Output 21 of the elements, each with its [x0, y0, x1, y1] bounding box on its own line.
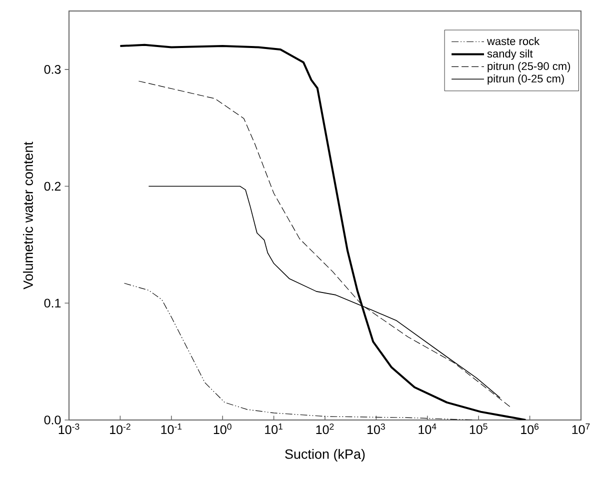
x-tick-label: 10$^{2}$: [316, 424, 334, 434]
y-axis-title: Volumetric water content: [23, 142, 33, 290]
x-tick-label: 10$^{-3}$: [58, 424, 80, 434]
x-tick-label: 10$^{5}$: [470, 424, 488, 434]
x-tick-label: 10$^{1}$: [265, 424, 283, 434]
y-tick-label: 0.2: [44, 182, 61, 191]
legend-label: waste rock: [486, 37, 540, 46]
x-tick-label: 10$^{7}$: [572, 424, 590, 434]
y-tick-label: 0.3: [44, 65, 61, 74]
x-tick-label: 10$^{-2}$: [110, 424, 130, 434]
legend-label: pitrun (25-90 cm): [488, 62, 570, 72]
x-tick-label: 10$^{6}$: [521, 424, 539, 434]
legend-label: pitrun (0-25 cm): [488, 74, 564, 85]
y-tick-label: 0.0: [44, 416, 61, 424]
x-tick-label: 10$^{0}$: [214, 424, 232, 434]
legend-label: sandy silt: [487, 49, 533, 60]
x-tick-label: 10$^{3}$: [368, 424, 385, 434]
y-tick-label: 0.1: [44, 298, 61, 308]
x-tick-label: 10$^{-1}$: [161, 424, 182, 434]
x-axis-title: Suction (kPa): [285, 448, 365, 462]
x-tick-label: 10$^{4}$: [418, 424, 436, 434]
